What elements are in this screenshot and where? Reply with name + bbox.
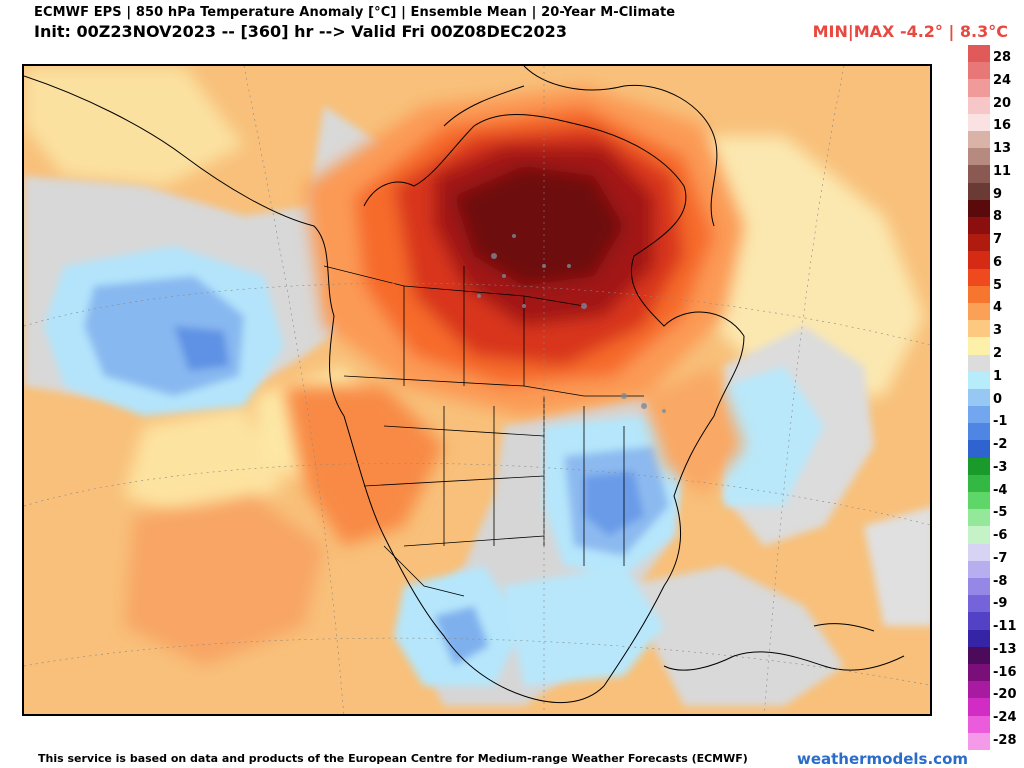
color-scale-swatch (968, 216, 990, 235)
political-borders (323, 265, 644, 597)
color-scale-swatch (968, 629, 990, 648)
color-scale-swatch (968, 732, 990, 751)
color-scale-tick-label: -28 (993, 733, 1017, 748)
color-scale-tick-label: 20 (993, 95, 1012, 111)
color-scale-swatch (968, 388, 990, 407)
color-scale-tick-label: 5 (993, 277, 1003, 293)
color-scale-tick-label: 1 (993, 368, 1003, 384)
color-scale-tick-label: -4 (993, 482, 1008, 498)
color-scale-tick-label: -11 (993, 619, 1017, 635)
anomaly-map (22, 64, 932, 716)
color-scale-swatch (968, 96, 990, 115)
color-scale-swatch (968, 681, 990, 699)
color-scale-swatch (968, 406, 990, 424)
color-scale-swatch (968, 664, 990, 682)
color-scale-tick-label: -5 (993, 505, 1008, 521)
color-scale-tick-label: -3 (993, 459, 1008, 475)
color-scale-swatch (968, 595, 990, 613)
color-scale-swatch (968, 543, 990, 562)
color-scale-swatch (968, 130, 990, 149)
color-scale-swatch (968, 268, 990, 287)
color-scale-swatch (968, 578, 990, 596)
color-scale-swatch (968, 234, 990, 252)
color-scale-swatch (968, 492, 990, 510)
color-scale-swatch (968, 285, 990, 304)
map-canvas (24, 66, 930, 714)
anomaly-field-cool (44, 246, 824, 686)
color-scale-tick-label: -7 (993, 550, 1008, 566)
color-scale-swatch (968, 62, 990, 80)
color-scale-tick-label: -16 (993, 664, 1017, 680)
color-scale-swatch (968, 423, 990, 441)
color-scale-tick-label: 4 (993, 300, 1003, 316)
anomaly-field-warm (124, 86, 744, 666)
color-scale-swatch (968, 79, 990, 98)
color-scale-tick-label: 9 (993, 186, 1003, 202)
color-scale-tick-label: -1 (993, 414, 1008, 430)
color-scale-swatch (968, 698, 990, 717)
color-scale-swatch (968, 320, 990, 338)
color-scale-tick-label: -20 (993, 687, 1017, 703)
color-scale-tick-label: 16 (993, 118, 1012, 134)
color-scale-swatch (968, 354, 990, 373)
color-scale-swatch (968, 302, 990, 321)
data-credit: This service is based on data and produc… (38, 752, 748, 765)
color-scale-swatch (968, 113, 990, 132)
color-scale-swatch (968, 457, 990, 476)
color-scale-tick-label: 3 (993, 323, 1003, 339)
color-scale-tick-label: -8 (993, 573, 1008, 589)
color-scale-tick-label: 2 (993, 345, 1003, 361)
color-scale-tick-label: 28 (993, 50, 1012, 65)
color-scale-swatch (968, 251, 990, 270)
color-scale-tick-label: 7 (993, 232, 1003, 248)
brand-link[interactable]: weathermodels.com (796, 750, 968, 768)
color-scale-swatch (968, 646, 990, 665)
color-scale-tick-label: 6 (993, 254, 1003, 270)
color-scale-swatch (968, 182, 990, 201)
color-scale-tick-label: -9 (993, 596, 1008, 612)
graticule (24, 66, 930, 714)
color-scale-swatch (968, 337, 990, 355)
coastlines (24, 66, 905, 704)
color-scale-swatch (968, 474, 990, 493)
color-scale-tick-label: 0 (993, 391, 1003, 407)
color-scale-bar (968, 45, 990, 751)
color-scale-swatch (968, 526, 990, 545)
color-scale-swatch (968, 612, 990, 631)
color-scale-swatch (968, 148, 990, 166)
color-scale-swatch (968, 715, 990, 734)
chart-title: ECMWF EPS | 850 hPa Temperature Anomaly … (34, 5, 676, 20)
color-scale-tick-label: -2 (993, 437, 1008, 453)
color-scale-tick-label: 8 (993, 209, 1003, 225)
min-max-readout: MIN|MAX -4.2° | 8.3°C (812, 22, 1008, 41)
chart-subtitle: Init: 00Z23NOV2023 -- [360] hr --> Valid… (34, 22, 567, 41)
color-scale-tick-label: -13 (993, 641, 1017, 657)
color-scale-swatch (968, 560, 990, 579)
color-scale-swatch (968, 165, 990, 184)
color-scale-swatch (968, 371, 990, 390)
color-scale-swatch (968, 440, 990, 459)
color-scale-swatch (968, 199, 990, 218)
color-scale-swatch (968, 45, 990, 63)
color-scale-tick-label: -24 (993, 710, 1017, 726)
lakes (477, 234, 666, 413)
color-scale-swatch (968, 509, 990, 527)
color-scale-tick-label: 24 (993, 72, 1012, 88)
color-scale-tick-label: -6 (993, 528, 1008, 544)
color-scale-tick-label: 11 (993, 163, 1012, 179)
color-scale-tick-label: 13 (993, 141, 1012, 157)
